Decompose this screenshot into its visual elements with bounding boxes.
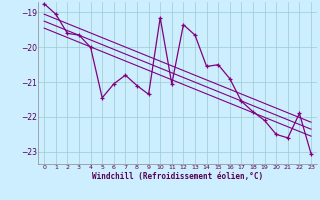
X-axis label: Windchill (Refroidissement éolien,°C): Windchill (Refroidissement éolien,°C)	[92, 172, 263, 181]
